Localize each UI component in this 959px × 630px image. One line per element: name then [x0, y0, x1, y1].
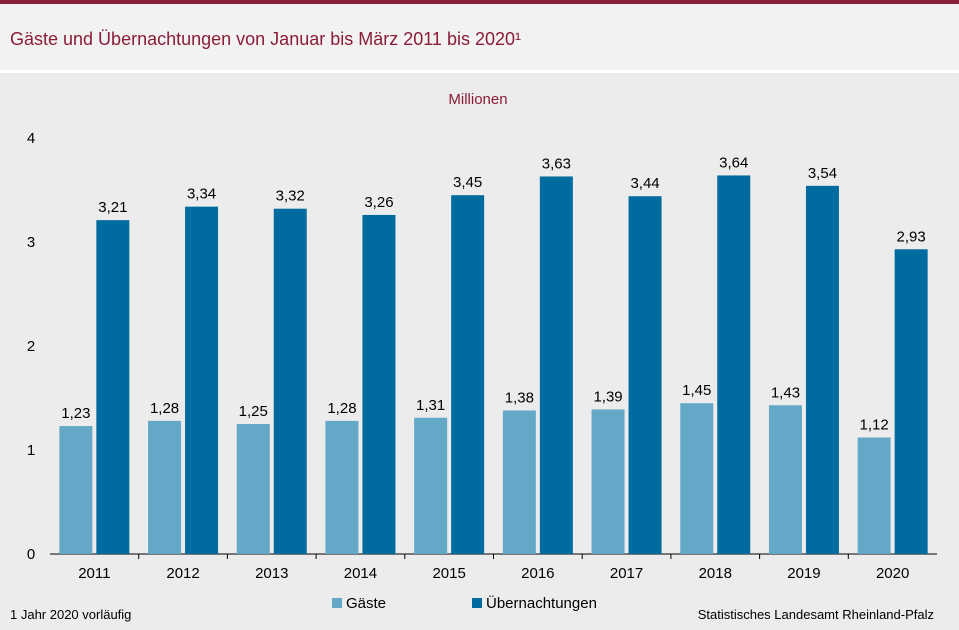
x-tick-label: 2017	[610, 565, 643, 582]
bar-gaeste-2016	[502, 410, 536, 554]
bar-chart: Millionen 0 1 2 3 4 1,23 3,21 2011 1,28 3,34 2012 1,…	[27, 91, 937, 612]
y-tick-label: 4	[27, 130, 35, 147]
bar-uebernachtungen-2016	[539, 176, 573, 554]
bar-gaeste-2020	[857, 437, 891, 554]
data-label: 2,93	[897, 228, 926, 245]
data-label: 3,26	[364, 194, 393, 211]
source-note: Statistisches Landesamt Rheinland-Pfalz	[697, 607, 934, 622]
bar-uebernachtungen-2012	[185, 206, 219, 554]
bar-gaeste-2015	[414, 417, 448, 554]
y-tick-label: 0	[27, 546, 35, 563]
bar-gaeste-2017	[591, 409, 625, 554]
data-label: 3,64	[719, 154, 748, 171]
y-tick-label: 3	[27, 234, 35, 251]
bar-gaeste-2014	[325, 420, 359, 554]
bar-uebernachtungen-2017	[628, 196, 662, 554]
title-area: Gäste und Übernachtungen von Januar bis …	[0, 4, 959, 70]
x-tick-label: 2013	[255, 565, 288, 582]
bar-gaeste-2018	[680, 403, 714, 554]
data-label: 3,63	[542, 155, 571, 172]
data-label: 1,23	[61, 405, 90, 422]
data-label: 1,39	[593, 388, 622, 405]
bar-uebernachtungen-2011	[96, 220, 130, 554]
bar-gaeste-2011	[59, 426, 93, 554]
x-tick-label: 2015	[432, 565, 465, 582]
x-tick-label: 2016	[521, 565, 554, 582]
data-label: 1,31	[416, 397, 445, 414]
bar-gaeste-2012	[148, 420, 182, 554]
separator	[0, 70, 959, 73]
x-tick-label: 2014	[344, 565, 377, 582]
bar-uebernachtungen-2015	[451, 195, 485, 554]
legend-gaeste-label: Gäste	[346, 595, 386, 612]
x-tick-label: 2019	[787, 565, 820, 582]
data-label: 1,25	[239, 403, 268, 420]
data-label: 1,12	[860, 417, 889, 434]
bar-uebernachtungen-2018	[717, 175, 751, 554]
data-label: 1,43	[771, 384, 800, 401]
legend-uebernachtungen-label: Übernachtungen	[486, 594, 597, 612]
bar-gaeste-2013	[236, 424, 270, 554]
data-label: 1,45	[682, 382, 711, 399]
data-label: 1,38	[505, 389, 534, 406]
data-label: 3,32	[276, 188, 305, 205]
data-label: 1,28	[327, 400, 356, 417]
legend-uebernachtungen-swatch	[472, 598, 482, 608]
x-tick-label: 2012	[166, 565, 199, 582]
data-label: 3,45	[453, 174, 482, 191]
data-label: 1,28	[150, 400, 179, 417]
x-tick-label: 2020	[876, 565, 909, 582]
footnote: 1 Jahr 2020 vorläufig	[10, 607, 132, 622]
chart-title: Gäste und Übernachtungen von Januar bis …	[10, 29, 521, 49]
data-label: 3,44	[630, 175, 659, 192]
y-unit-label: Millionen	[448, 91, 507, 108]
data-label: 3,34	[187, 186, 216, 203]
x-tick-label: 2018	[699, 565, 732, 582]
bar-gaeste-2019	[768, 405, 802, 554]
y-tick-label: 1	[27, 442, 35, 459]
chart-area: Millionen 0 1 2 3 4 1,23 3,21 2011 1,28 3,34 2012 1,…	[0, 73, 959, 630]
bar-uebernachtungen-2013	[273, 208, 307, 554]
y-tick-label: 2	[27, 338, 35, 355]
bar-uebernachtungen-2014	[362, 214, 396, 554]
legend-gaeste-swatch	[332, 598, 342, 608]
data-label: 3,54	[808, 165, 837, 182]
x-tick-label: 2011	[78, 565, 110, 582]
bar-uebernachtungen-2020	[894, 249, 928, 554]
bar-uebernachtungen-2019	[805, 185, 839, 554]
top-accent-bar	[0, 0, 959, 4]
data-label: 3,21	[98, 199, 127, 216]
